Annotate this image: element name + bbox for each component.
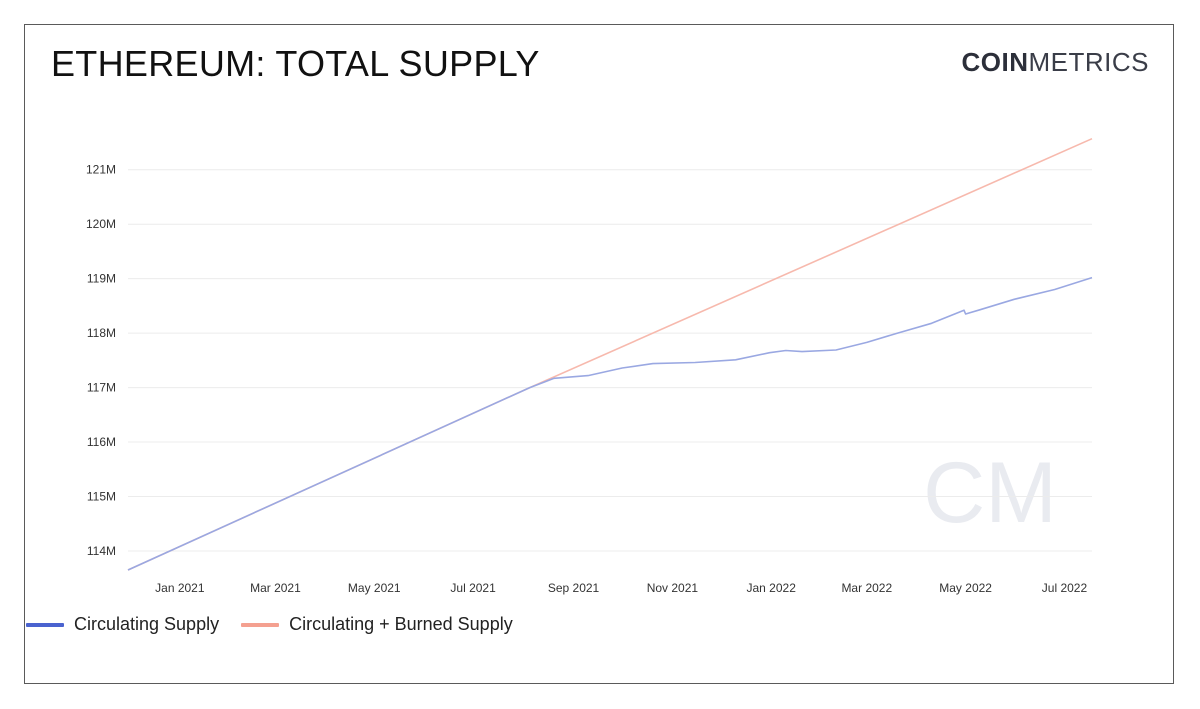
y-axis-ticks: 114M 115M 116M 117M 118M 119M 120M 121M (86, 163, 116, 558)
watermark-layer: CM (923, 445, 1057, 541)
y-tick-label: 119M (87, 272, 116, 286)
grid-layer (128, 169, 1092, 552)
legend-label-burned: Circulating + Burned Supply (289, 614, 513, 634)
x-tick-label: Nov 2021 (647, 581, 699, 595)
y-tick-label: 115M (87, 489, 116, 503)
legend-item-burned[interactable]: Circulating + Burned Supply (241, 614, 513, 635)
legend: Circulating Supply Circulating + Burned … (26, 614, 513, 635)
logo-light-text: METRICS (1028, 47, 1149, 77)
x-tick-label: Mar 2022 (841, 581, 892, 595)
chart-title: ETHEREUM: TOTAL SUPPLY (51, 43, 540, 84)
cm-watermark: CM (923, 445, 1057, 541)
series-line-circulating (127, 276, 1093, 571)
legend-swatch-circulating (26, 622, 64, 627)
x-axis-ticks: Jan 2021 Mar 2021 May 2021 Jul 2021 Sep 2021… (155, 581, 1087, 595)
x-tick-label: Sep 2021 (548, 581, 600, 595)
y-tick-label: 117M (87, 381, 116, 395)
series-layer (127, 137, 1093, 571)
x-tick-label: Jul 2021 (450, 581, 496, 595)
y-tick-label: 114M (87, 544, 116, 558)
y-tick-label: 121M (86, 163, 116, 177)
chart-frame: ETHEREUM: TOTAL SUPPLY COINMETRICS (24, 24, 1174, 684)
x-tick-label: May 2021 (348, 581, 401, 595)
legend-item-circulating[interactable]: Circulating Supply (26, 614, 219, 635)
x-tick-label: Mar 2021 (250, 581, 301, 595)
legend-label-circulating: Circulating Supply (74, 614, 220, 634)
x-tick-label: Jul 2022 (1042, 581, 1088, 595)
y-tick-label: 116M (87, 435, 116, 449)
y-tick-label: 120M (86, 217, 116, 231)
y-tick-label: 118M (87, 326, 116, 340)
legend-swatch-burned (241, 622, 280, 627)
coinmetrics-logo: COINMETRICS (962, 47, 1150, 78)
logo-bold-text: COIN (961, 47, 1029, 77)
x-tick-label: Jan 2022 (747, 581, 797, 595)
x-tick-label: Jan 2021 (155, 581, 205, 595)
x-tick-label: May 2022 (939, 581, 992, 595)
